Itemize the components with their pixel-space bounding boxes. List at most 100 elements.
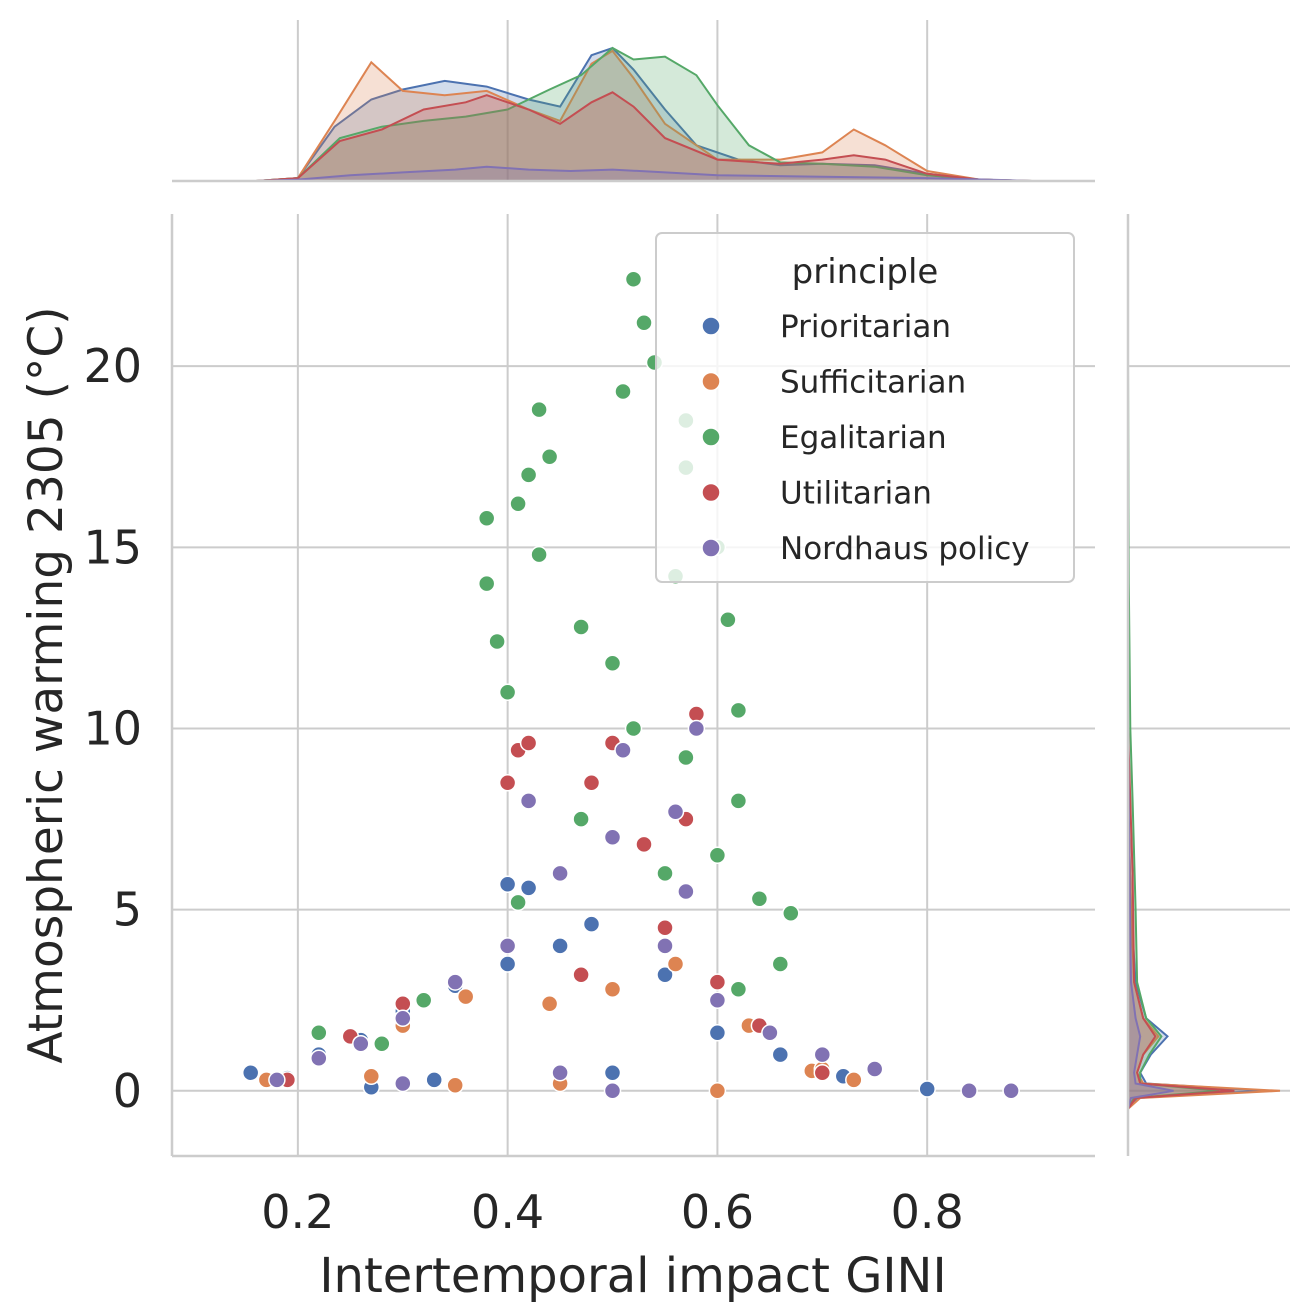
point-prioritarian <box>603 1063 622 1082</box>
right-marginal-kde <box>1127 366 1281 1113</box>
point-nordhaus-policy <box>603 1082 622 1100</box>
point-nordhaus-policy <box>687 719 706 738</box>
x-tick-label: 0.8 <box>891 1185 964 1239</box>
point-sufficitarian <box>845 1071 863 1089</box>
point-egalitarian <box>572 810 590 828</box>
point-egalitarian <box>708 846 727 865</box>
point-prioritarian <box>498 955 517 973</box>
point-nordhaus-policy <box>394 1009 412 1028</box>
x-tick-label: 0.2 <box>261 1185 334 1239</box>
point-egalitarian <box>530 545 548 564</box>
legend-marker <box>701 316 721 336</box>
x-tick-labels: 0.2 0.4 0.6 0.8 <box>261 1185 963 1239</box>
point-nordhaus-policy <box>656 937 674 955</box>
right-marginal-grid <box>1128 365 1290 1092</box>
point-prioritarian <box>656 966 674 984</box>
point-egalitarian <box>656 864 674 883</box>
point-nordhaus-policy <box>761 1024 779 1042</box>
point-sufficitarian <box>666 955 685 973</box>
y-axis-label: Atmospheric warming 2305 (°C) <box>19 306 74 1063</box>
point-egalitarian <box>614 382 632 401</box>
top-marginal-grid <box>296 20 929 181</box>
x-axis-label: Intertemporal impact GINI <box>319 1248 946 1304</box>
legend-entry: Egalitarian <box>701 420 947 456</box>
point-sufficitarian <box>603 980 622 999</box>
point-prioritarian <box>551 937 569 955</box>
point-egalitarian <box>477 574 496 593</box>
point-nordhaus-policy <box>446 973 464 991</box>
legend-entry: Prioritarian <box>701 309 951 345</box>
point-egalitarian <box>540 447 559 466</box>
point-utilitarian <box>498 774 517 792</box>
point-nordhaus-policy <box>677 882 695 901</box>
point-nordhaus-policy <box>708 991 727 1009</box>
point-nordhaus-policy <box>352 1034 370 1053</box>
point-prioritarian <box>519 879 538 897</box>
point-prioritarian <box>241 1063 260 1082</box>
point-egalitarian <box>477 509 496 528</box>
y-tick-label: 15 <box>83 520 142 574</box>
y-tick-label: 0 <box>113 1064 142 1118</box>
point-nordhaus-policy <box>960 1082 978 1100</box>
y-tick-label: 20 <box>83 339 142 393</box>
point-egalitarian <box>729 701 748 720</box>
point-egalitarian <box>530 400 548 419</box>
point-egalitarian <box>572 618 590 636</box>
legend-entry: Nordhaus policy <box>701 531 1030 567</box>
legend-title: principle <box>792 252 939 292</box>
point-nordhaus-policy <box>865 1060 884 1078</box>
point-egalitarian <box>414 991 433 1009</box>
point-egalitarian <box>498 683 517 701</box>
point-egalitarian <box>509 495 527 513</box>
point-egalitarian <box>719 611 737 629</box>
point-nordhaus-policy <box>603 828 622 846</box>
point-egalitarian <box>624 270 643 288</box>
point-nordhaus-policy <box>268 1071 286 1089</box>
legend-marker <box>701 538 721 558</box>
legend-entry: Sufficitarian <box>701 365 966 401</box>
point-egalitarian <box>782 904 800 923</box>
point-utilitarian <box>572 966 590 984</box>
scatter-points <box>241 270 1020 1100</box>
point-egalitarian <box>750 890 769 908</box>
y-tick-label: 5 <box>113 883 142 937</box>
top-kde-utilitarian <box>255 91 1033 182</box>
point-egalitarian <box>373 1034 391 1053</box>
point-utilitarian <box>394 995 412 1013</box>
point-sufficitarian <box>446 1076 464 1095</box>
point-prioritarian <box>425 1071 443 1089</box>
legend-label: Nordhaus policy <box>780 531 1030 567</box>
y-tick-label: 10 <box>83 701 142 755</box>
point-nordhaus-policy <box>310 1049 328 1067</box>
point-prioritarian <box>918 1080 936 1098</box>
legend-marker <box>701 482 721 503</box>
right-kde-egalitarian <box>1127 366 1220 1113</box>
point-nordhaus-policy <box>666 803 685 821</box>
point-egalitarian <box>729 792 748 810</box>
legend-label: Prioritarian <box>780 309 951 345</box>
point-prioritarian <box>582 915 601 933</box>
point-prioritarian <box>708 1024 727 1042</box>
point-nordhaus-policy <box>498 937 517 955</box>
legend: principle Prioritarian Sufficitarian Egali… <box>655 232 1075 583</box>
point-utilitarian <box>582 774 601 792</box>
point-sufficitarian <box>456 987 475 1006</box>
point-sufficitarian <box>540 995 559 1013</box>
point-egalitarian <box>635 313 653 332</box>
point-egalitarian <box>729 980 748 999</box>
point-utilitarian <box>813 1063 832 1082</box>
y-tick-labels: 0 5 10 15 20 <box>83 339 142 1118</box>
point-nordhaus-policy <box>394 1074 412 1093</box>
right-kde-utilitarian <box>1127 728 1235 1113</box>
point-utilitarian <box>656 918 674 937</box>
legend-label: Utilitarian <box>780 476 932 512</box>
legend-label: Sufficitarian <box>780 365 966 401</box>
point-egalitarian <box>488 632 506 651</box>
legend-items: Prioritarian Sufficitarian Egalitarian Util… <box>701 309 1030 567</box>
x-tick-label: 0.6 <box>681 1185 754 1239</box>
legend-marker <box>701 427 721 447</box>
point-nordhaus-policy <box>1002 1082 1020 1100</box>
right-kde-sufficitarian <box>1127 800 1281 1112</box>
point-egalitarian <box>677 748 695 767</box>
